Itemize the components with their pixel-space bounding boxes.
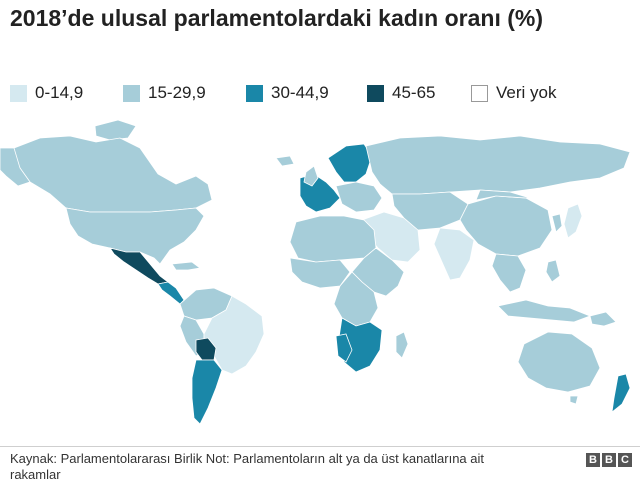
legend-item-4: Veri yok — [471, 82, 556, 104]
region-russia — [365, 135, 631, 195]
world-map — [0, 119, 631, 425]
region-japan — [563, 203, 583, 239]
region-caribbean — [171, 261, 201, 271]
legend-swatch — [471, 84, 488, 102]
region-central-africa — [333, 271, 379, 327]
region-indonesia — [497, 299, 592, 323]
bbc-logo-block: C — [618, 453, 632, 467]
page-title: 2018’de ulusal parlamentolardaki kadın o… — [10, 5, 544, 31]
region-iceland — [275, 155, 295, 167]
region-new-zealand — [611, 373, 631, 413]
legend: 0-14,9 15-29,9 30-44,9 45-65 Veri yok — [10, 82, 630, 104]
source-note: Kaynak: Parlamentolararası Birlik Not: P… — [10, 451, 485, 482]
region-papua — [589, 311, 617, 327]
region-central-america — [157, 281, 185, 305]
region-central-asia — [391, 191, 469, 231]
legend-swatch — [10, 84, 27, 102]
legend-label: 30-44,9 — [271, 83, 329, 102]
divider — [0, 446, 640, 447]
region-eastern-europe — [335, 181, 383, 213]
region-canada — [13, 135, 213, 213]
legend-label: 15-29,9 — [148, 83, 206, 102]
legend-label: Veri yok — [496, 83, 557, 102]
region-tasmania — [569, 395, 579, 405]
bbc-logo-block: B — [586, 453, 600, 467]
legend-label: 0-14,9 — [35, 83, 84, 102]
region-india — [433, 227, 475, 281]
region-madagascar — [395, 331, 409, 359]
region-southeast-asia — [491, 253, 527, 293]
legend-swatch — [123, 84, 140, 102]
region-argentina — [191, 359, 223, 425]
region-australia — [517, 331, 601, 393]
region-scandinavia — [327, 143, 373, 183]
region-china — [459, 195, 553, 257]
region-north-africa — [289, 215, 377, 263]
region-mongolia — [475, 189, 531, 201]
legend-label: 45-65 — [392, 83, 436, 102]
legend-swatch — [246, 84, 263, 102]
legend-swatch — [367, 84, 384, 102]
region-arctic-islands — [94, 119, 137, 141]
region-korea — [551, 213, 563, 233]
region-namibia — [335, 333, 353, 363]
legend-item-2: 30-44,9 — [246, 82, 329, 104]
region-philippines — [545, 259, 561, 283]
legend-item-3: 45-65 — [367, 82, 435, 104]
bbc-logo-block: B — [602, 453, 616, 467]
region-usa — [65, 207, 205, 265]
region-greenland — [137, 119, 215, 179]
bbc-logo: B B C — [586, 453, 632, 467]
region-uk — [303, 165, 319, 187]
legend-item-1: 15-29,9 — [123, 82, 206, 104]
region-alaska — [0, 147, 31, 187]
legend-item-0: 0-14,9 — [10, 82, 83, 104]
region-west-africa — [289, 257, 351, 289]
